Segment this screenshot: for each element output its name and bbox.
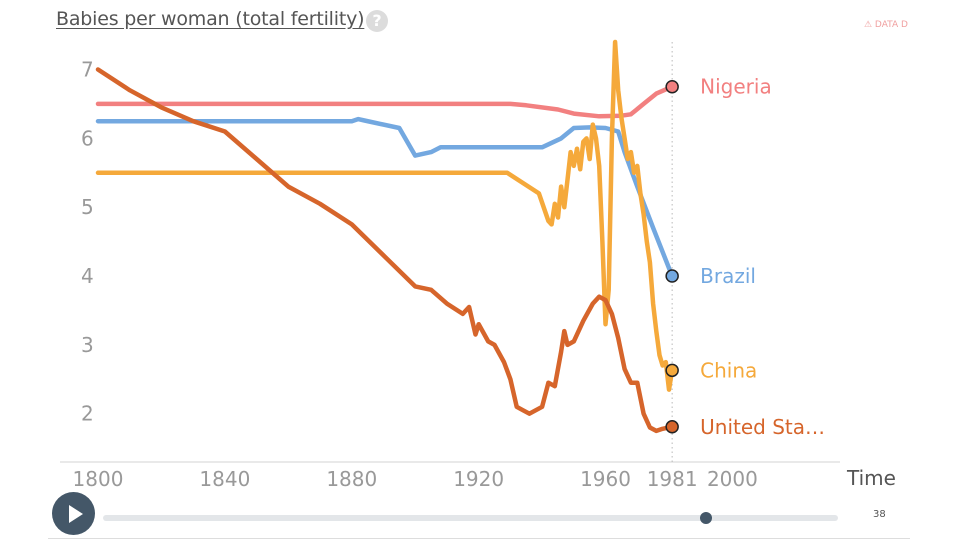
series-end-marker-brazil <box>665 269 679 283</box>
divider <box>48 538 910 539</box>
series-end-marker-united-states <box>665 420 679 434</box>
chart-title[interactable]: Babies per woman (total fertility) <box>56 8 365 30</box>
x-tick-label-1960: 1960 <box>580 467 631 491</box>
series-end-marker-china <box>665 363 679 378</box>
x-tick-label-1840: 1840 <box>199 467 250 491</box>
x-tick-label-2000: 2000 <box>707 467 758 491</box>
data-doubts-notice[interactable]: ⚠ DATA D <box>864 20 908 30</box>
series-label-brazil: Brazil <box>700 264 756 288</box>
x-tick-label-1800: 1800 <box>73 467 124 491</box>
y-tick-label-7: 7 <box>81 58 94 82</box>
x-tick-label-1920: 1920 <box>453 467 504 491</box>
page-number: 38 <box>873 509 886 520</box>
play-icon <box>69 505 83 523</box>
y-tick-label-6: 6 <box>81 126 94 150</box>
x-tick-label-1880: 1880 <box>326 467 377 491</box>
series-line-china <box>95 39 675 392</box>
help-icon[interactable]: ? <box>366 10 388 32</box>
series-label-united-states: United Sta… <box>700 415 825 439</box>
series-label-nigeria: Nigeria <box>700 75 772 99</box>
series-line-united-states <box>95 67 675 434</box>
y-tick-label-2: 2 <box>81 402 94 426</box>
y-tick-label-4: 4 <box>81 264 94 288</box>
series-label-china: China <box>700 358 757 382</box>
y-tick-label-3: 3 <box>81 333 94 357</box>
time-axis-label[interactable]: Time <box>847 466 896 490</box>
y-tick-label-5: 5 <box>81 195 94 219</box>
x-tick-label-1981: 1981 <box>647 467 698 491</box>
series-end-marker-nigeria <box>665 79 679 94</box>
time-slider-track[interactable] <box>103 515 838 521</box>
play-button[interactable] <box>52 492 95 535</box>
time-slider-handle[interactable] <box>699 512 712 524</box>
series-line-nigeria <box>95 84 675 119</box>
